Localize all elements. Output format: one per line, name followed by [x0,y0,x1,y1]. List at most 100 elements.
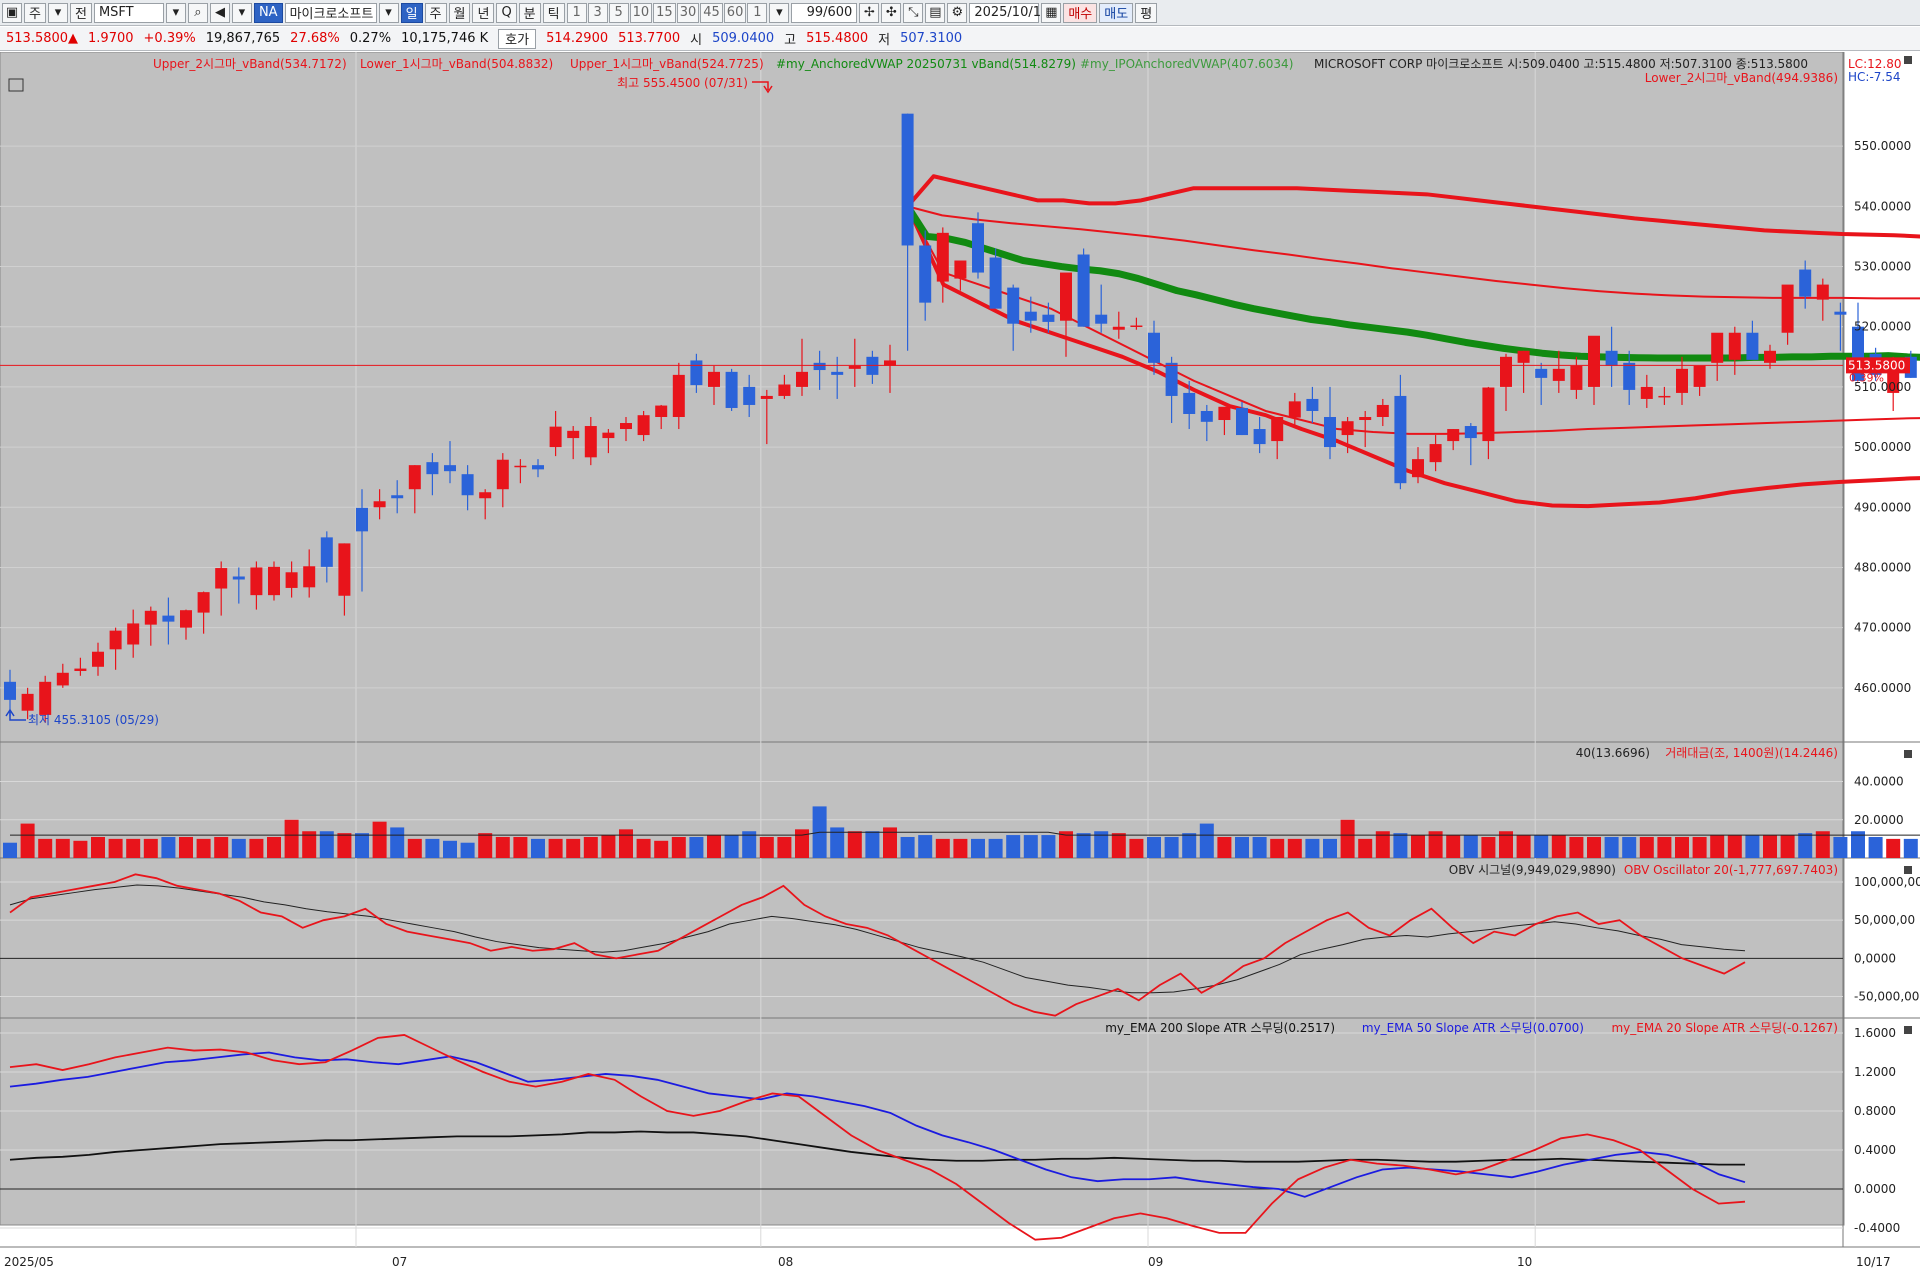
candle-body [655,405,668,417]
chevron-down-icon[interactable]: ▾ [231,2,252,23]
candle-body [215,568,228,589]
tab-week[interactable]: 주 [424,2,447,23]
minute-option[interactable]: 10 [629,2,653,23]
volume-bar [1428,831,1443,858]
candle-body [496,459,509,490]
hc-value: HC:-7.54 [1848,70,1901,84]
minute-option[interactable]: 30 [676,2,700,23]
trade-amount: 10,175,746 K [401,31,489,46]
dropdown-icon[interactable]: ▾ [378,2,399,23]
volume-bar [1041,835,1056,858]
candle-body [1148,332,1160,363]
volume-bar [1710,835,1725,858]
volume-bar [1516,835,1531,858]
indicator-icon[interactable]: ✣ [881,2,902,23]
candle-body [1834,311,1847,315]
volume-bar [1147,836,1161,858]
minute-option[interactable]: 5 [608,2,629,23]
minute-option[interactable]: 45 [700,2,723,23]
layout-icon[interactable]: ▣ [2,2,22,23]
volume-bar [566,838,581,858]
volume-bar [1727,835,1742,858]
volume-bar [935,838,950,858]
volume-bar [830,827,845,858]
volume-bar [1023,835,1038,858]
ema200-legend: my_EMA 200 Slope ATR 스무딩(0.2517) [1105,1021,1335,1035]
panel-menu-icon[interactable] [8,78,24,92]
change-percent: +0.39% [143,31,196,46]
stock-name-field[interactable]: 마이크로소프트 [284,2,377,23]
search-icon[interactable]: ⌕ [187,2,208,23]
candle-body [461,474,474,496]
crosshair-icon[interactable]: ✢ [859,2,880,23]
tab-minute[interactable]: 분 [518,2,541,23]
obv-signal-line [9,884,1746,994]
eval-button[interactable]: 평 [1135,2,1158,23]
count-field[interactable]: 99/600 [791,2,858,23]
candle-body [708,371,720,387]
obv-signal-legend: OBV 시그널(9,949,029,9890) [1449,863,1616,877]
symbol-input[interactable]: MSFT [93,2,164,23]
x-tick-label: 09 [1148,1255,1163,1269]
tab-day[interactable]: 일 [400,2,423,23]
volume-bar [143,838,158,858]
legend-ohlc: MICROSOFT CORP 마이크로소프트 시:509.0400 고:515.… [1314,57,1808,71]
slope-tick-label: 0.8000 [1854,1104,1896,1118]
chevron-down-icon[interactable]: ▾ [769,2,790,23]
volume-bar [671,836,686,858]
candle-body [4,681,16,700]
ema50-legend: my_EMA 50 Slope ATR 스무딩(0.0700) [1362,1021,1584,1035]
volume-bar [883,827,897,858]
candle-body [1024,311,1037,321]
save-icon[interactable]: ▤ [925,2,946,23]
candle-body [356,507,368,532]
volume-bar [636,838,651,858]
volume-bar [108,838,123,858]
volume-bar [1217,836,1232,858]
dropdown-icon[interactable]: ▾ [165,2,186,23]
volume-bar [337,833,352,858]
trend-tool-icon[interactable]: ⤡ [903,2,924,23]
volume-bar [1622,836,1637,858]
minute-option[interactable]: 1 [566,2,587,23]
candle-body [919,245,932,303]
sell-button[interactable]: 매도 [1099,2,1134,23]
tab-year[interactable]: 년 [472,2,495,23]
tab-month[interactable]: 월 [448,2,471,23]
period-tab-week[interactable]: 주 [24,2,46,23]
period-tab-all[interactable]: 전 [69,2,92,23]
buy-button[interactable]: 매수 [1063,2,1098,23]
candle-body [92,651,104,667]
speaker-icon[interactable]: ◀ [209,2,230,23]
volume-bar [513,836,528,858]
candle-body [1271,417,1284,442]
volume-bar [1358,838,1373,858]
candle-body [1095,314,1108,324]
ema200-slope-line [9,1130,1745,1166]
minute-option[interactable]: 1 [747,2,768,23]
volume-bar [988,838,1003,858]
candle-body [162,615,175,622]
candle-body [285,572,298,588]
date-field[interactable]: 2025/10/17 [969,2,1049,23]
price-tick-label: 470.0000 [1854,621,1911,635]
minute-option[interactable]: 3 [587,2,608,23]
candle-body [514,465,527,468]
high-arrow-icon [752,81,773,94]
volume-bar [1111,833,1126,858]
obv-oscillator-line [9,873,1746,1017]
tab-tick[interactable]: 틱 [542,2,565,23]
tab-quarter[interactable]: Q [496,2,517,23]
volume-bar [1886,838,1901,858]
stock-chart[interactable]: 460.0000 470.0000 480.0000 490.0000 500.0000… [0,52,1920,1277]
minute-option[interactable]: 60 [723,2,747,23]
gear-icon[interactable]: ⚙ [947,2,968,23]
volume-bar [249,838,264,858]
chevron-down-icon[interactable]: ▾ [47,2,68,23]
candle-body [320,537,333,567]
volume-bar [918,835,933,858]
minute-option[interactable]: 15 [653,2,676,23]
volume-bar [971,838,985,858]
calendar-icon[interactable]: ▦ [1041,2,1062,23]
candle-body [848,365,861,369]
